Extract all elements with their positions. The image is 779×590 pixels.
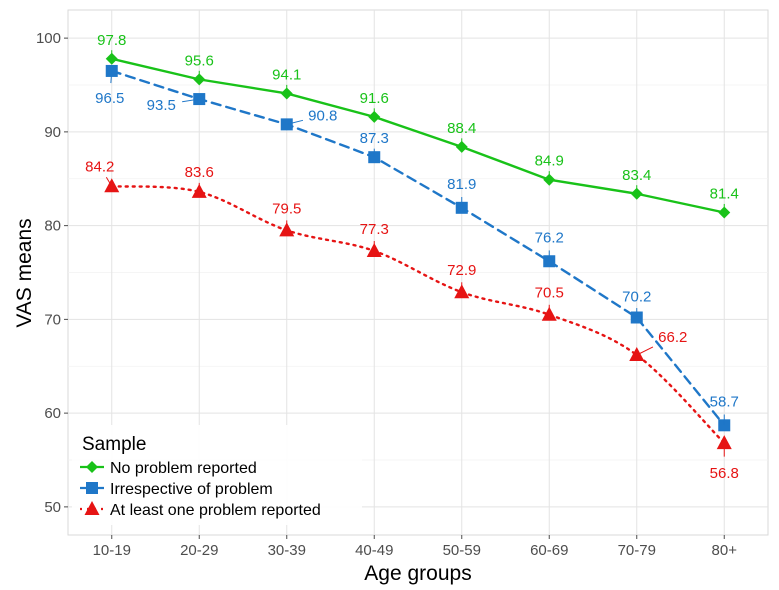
y-tick-labels: 50 60 70 80 90 100 — [36, 30, 68, 516]
series-line-1 — [110, 57, 726, 214]
data-label: 66.2 — [658, 329, 687, 346]
legend-label: At least one problem reported — [110, 502, 321, 519]
y-tick-label: 60 — [44, 405, 61, 422]
label-leader — [105, 176, 113, 187]
x-tick-label: 30-39 — [268, 542, 306, 559]
data-label-layer: 97.8 95.6 94.1 91.6 88.4 84.9 83.4 81.4 96.5 93.5… — [85, 32, 739, 482]
x-tick-label: 50-59 — [443, 542, 481, 559]
data-label: 97.8 — [97, 32, 126, 49]
y-tick-label: 70 — [44, 311, 61, 328]
x-axis-title: Age groups — [364, 562, 471, 585]
data-label: 93.5 — [147, 97, 176, 114]
data-label: 58.7 — [710, 393, 739, 410]
legend-item-3: At least one problem reported — [80, 501, 321, 519]
data-label: 84.9 — [535, 153, 564, 170]
series-line-2 — [110, 69, 726, 427]
data-label: 72.9 — [447, 262, 476, 279]
data-label: 88.4 — [447, 120, 476, 137]
data-label: 84.2 — [85, 158, 114, 175]
data-label: 81.9 — [447, 176, 476, 193]
label-leader — [636, 346, 654, 356]
data-label: 81.4 — [710, 186, 739, 203]
data-label: 77.3 — [360, 221, 389, 238]
data-label: 83.6 — [185, 164, 214, 181]
x-tick-label: 60-69 — [530, 542, 568, 559]
data-label: 96.5 — [95, 90, 124, 107]
series-line-3 — [110, 185, 726, 445]
label-leader — [110, 70, 113, 84]
data-label: 70.2 — [622, 289, 651, 306]
y-tick-label: 90 — [44, 124, 61, 141]
data-label: 83.4 — [622, 167, 651, 184]
data-label: 79.5 — [272, 200, 301, 217]
y-axis-title: VAS means — [13, 218, 36, 327]
legend-marker — [86, 461, 98, 473]
data-label: 94.1 — [272, 66, 301, 83]
data-point — [104, 178, 120, 193]
legend-item-1: No problem reported — [80, 460, 257, 477]
data-label: 90.8 — [308, 107, 337, 124]
data-point — [629, 347, 645, 361]
legend-item-2: Irrespective of problem — [80, 481, 273, 498]
legend-label: Irrespective of problem — [110, 481, 273, 498]
data-label: 70.5 — [535, 285, 564, 302]
data-point — [716, 435, 732, 450]
x-tick-label: 70-79 — [618, 542, 656, 559]
legend-title: Sample — [82, 434, 146, 455]
y-tick-label: 100 — [36, 30, 61, 47]
data-label: 95.6 — [185, 52, 214, 69]
data-label: 56.8 — [710, 465, 739, 482]
legend-items: No problem reported Irrespective of probl… — [80, 460, 321, 519]
x-tick-label: 20-29 — [180, 542, 218, 559]
label-leader — [182, 98, 200, 103]
data-label: 76.2 — [535, 229, 564, 246]
label-leader — [286, 119, 304, 125]
legend-label: No problem reported — [110, 460, 257, 477]
legend-marker — [86, 482, 98, 494]
x-tick-label: 40-49 — [355, 542, 393, 559]
data-label: 87.3 — [360, 130, 389, 147]
x-tick-labels: 10-19 20-29 30-39 40-49 50-59 60-69 70-79 80+ — [93, 535, 738, 559]
x-tick-label: 80+ — [712, 542, 738, 559]
data-label: 91.6 — [360, 90, 389, 107]
legend-background — [72, 425, 362, 525]
x-tick-label: 10-19 — [93, 542, 131, 559]
y-tick-label: 50 — [44, 499, 61, 516]
y-tick-label: 80 — [44, 218, 61, 235]
legend: Sample No problem reported Irrespective o… — [72, 425, 362, 525]
legend-marker — [84, 501, 100, 515]
